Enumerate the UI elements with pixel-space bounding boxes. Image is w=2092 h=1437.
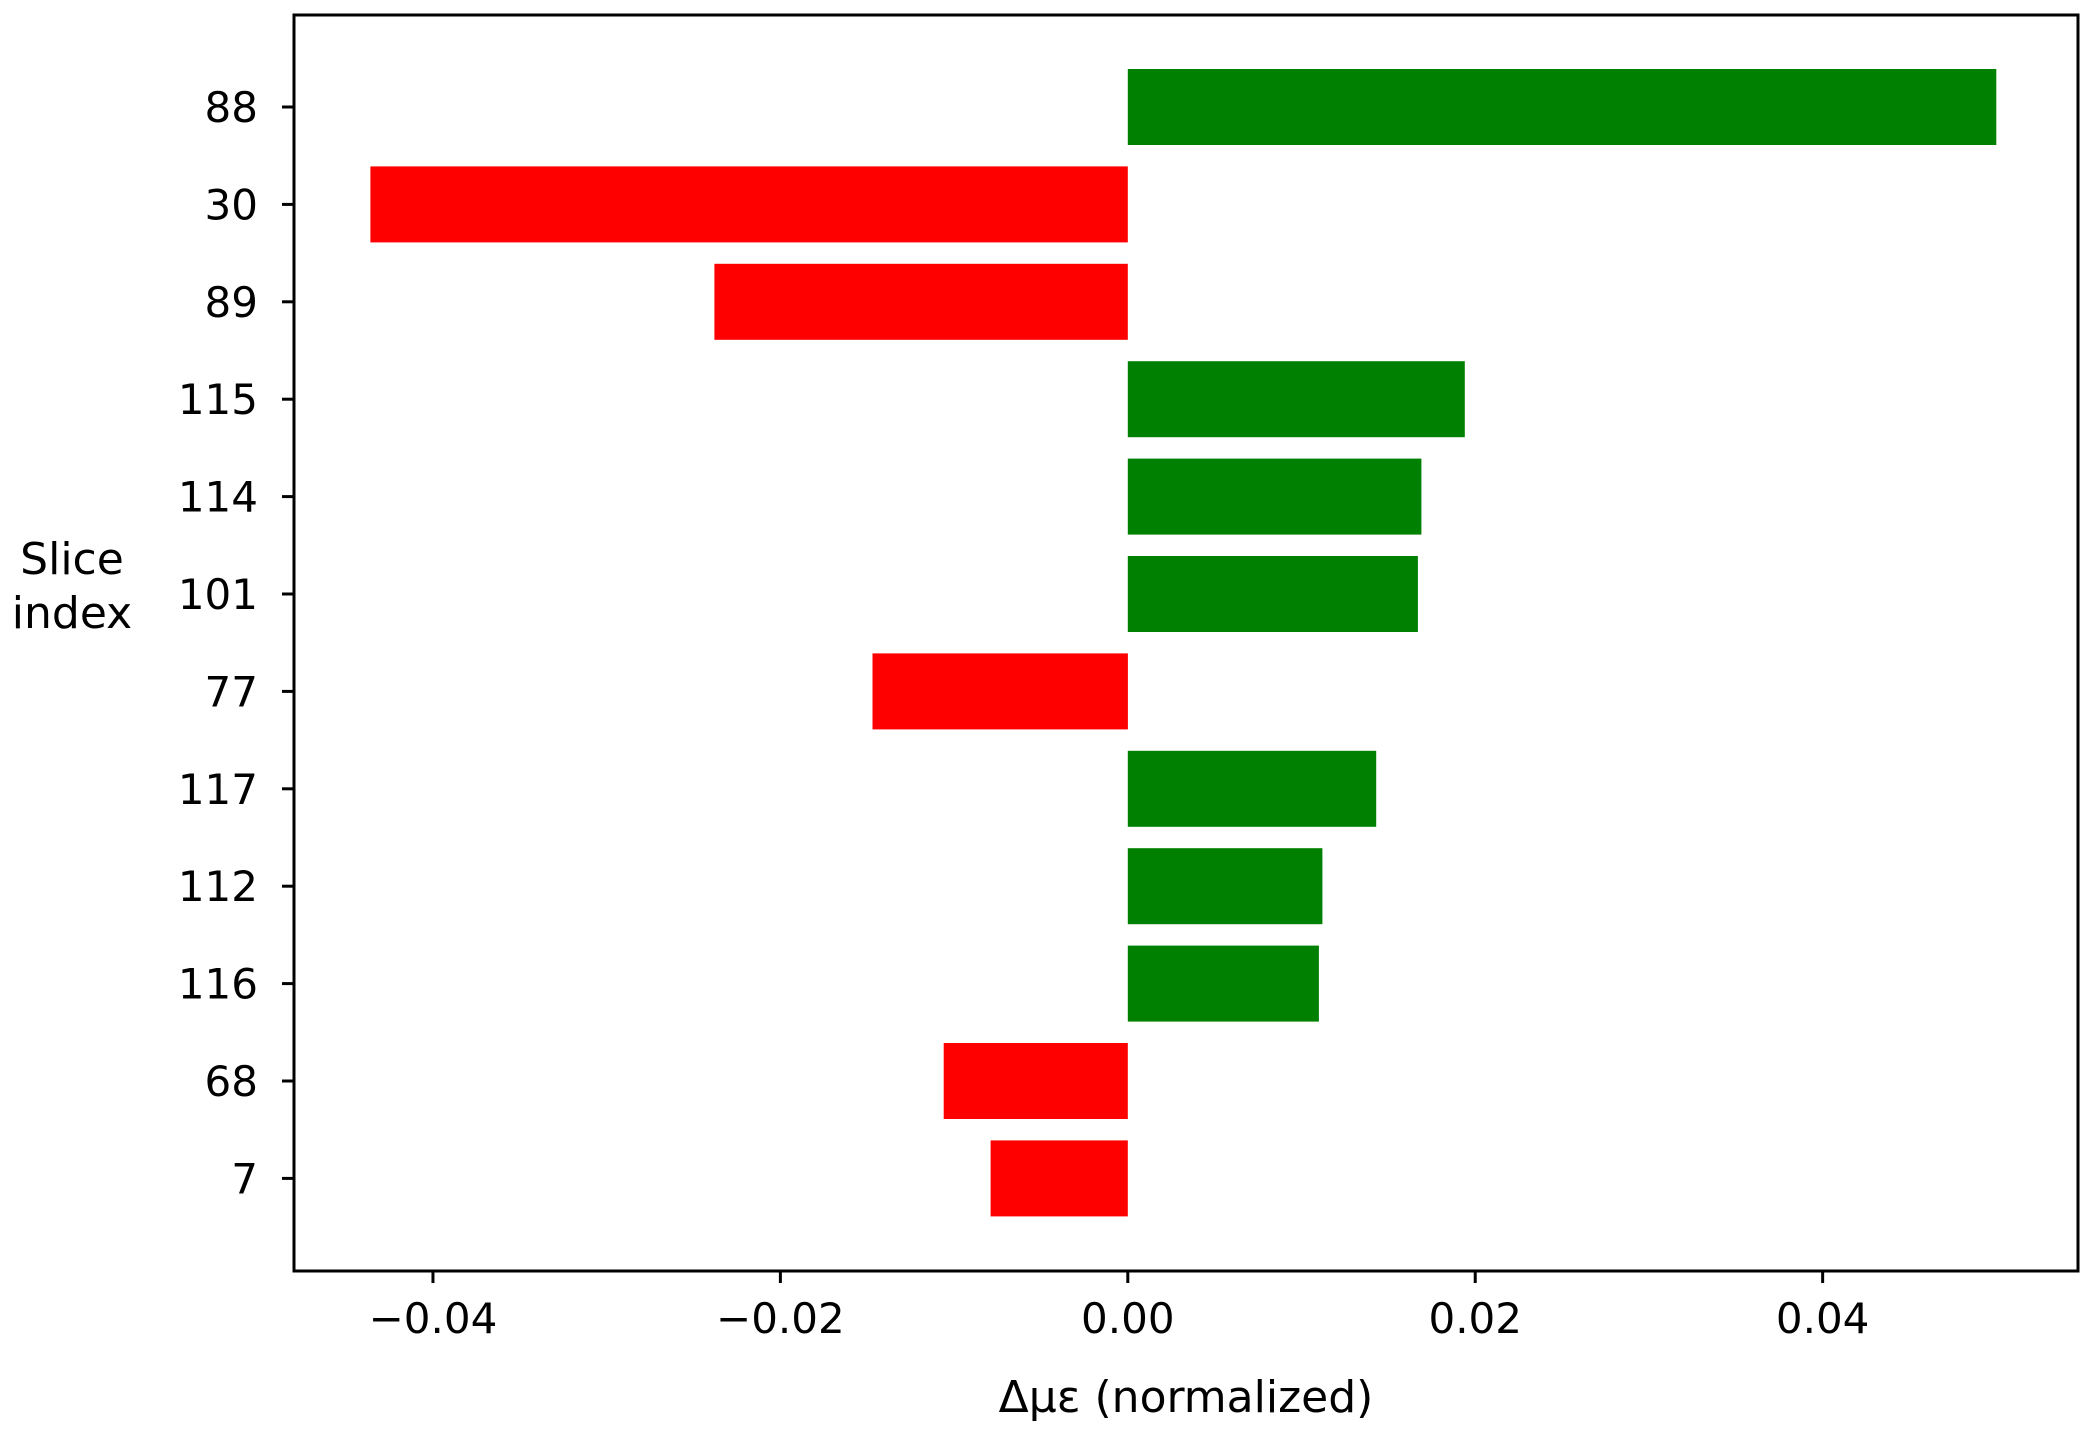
x-tick-label: 0.02 xyxy=(1428,1294,1522,1343)
bar-slice-112 xyxy=(1127,848,1323,925)
x-axis-label: Δμε (normalized) xyxy=(999,1372,1374,1423)
y-tick-label-112: 112 xyxy=(178,862,258,911)
bar-slice-115 xyxy=(1127,361,1465,438)
y-tick-label-77: 77 xyxy=(205,667,258,716)
bar-slice-89 xyxy=(714,263,1128,340)
bar-slice-116 xyxy=(1127,945,1319,1022)
y-tick-label-117: 117 xyxy=(178,765,258,814)
x-axis: −0.04 −0.02 0.00 0.02 0.04 xyxy=(369,1271,1870,1343)
bars-group xyxy=(370,69,1997,1217)
y-axis-label: Slice index xyxy=(12,534,132,639)
y-tick-label-7: 7 xyxy=(231,1154,258,1203)
y-tick-label-88: 88 xyxy=(205,83,258,132)
x-tick-label: 0.04 xyxy=(1776,1294,1870,1343)
bar-slice-114 xyxy=(1127,458,1422,535)
y-tick-label-68: 68 xyxy=(205,1057,258,1106)
plot-frame xyxy=(292,13,2080,1273)
bar-slice-77 xyxy=(872,653,1128,730)
x-tick-label: −0.02 xyxy=(716,1294,845,1343)
x-tick-label: −0.04 xyxy=(369,1294,498,1343)
bar-slice-7 xyxy=(990,1140,1128,1217)
bar-slice-117 xyxy=(1127,750,1377,827)
y-tick-label-114: 114 xyxy=(178,473,258,522)
y-tick-label-89: 89 xyxy=(205,278,258,327)
x-tick-label: 0.00 xyxy=(1081,1294,1175,1343)
bar-slice-68 xyxy=(943,1043,1128,1119)
y-tick-label-101: 101 xyxy=(178,570,258,619)
y-axis: 88 30 89 115 114 101 77 117 112 116 68 7 xyxy=(178,83,294,1203)
bar-slice-30 xyxy=(370,166,1128,243)
y-tick-label-115: 115 xyxy=(178,375,258,424)
bar-slice-101 xyxy=(1127,556,1418,632)
y-tick-label-116: 116 xyxy=(178,960,258,1009)
bar-slice-88 xyxy=(1127,69,1997,145)
y-tick-label-30: 30 xyxy=(205,180,258,229)
